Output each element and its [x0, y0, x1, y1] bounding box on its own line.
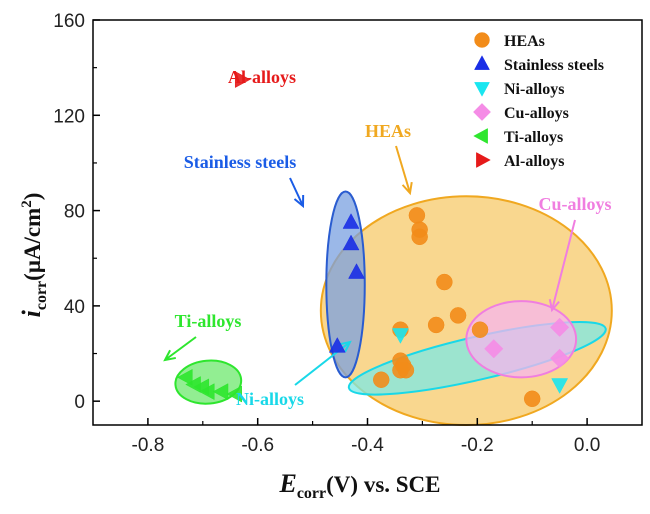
- y-tick-label: 0: [74, 392, 85, 413]
- legend-marker-al-alloys: [476, 152, 491, 168]
- tick-labels: -0.8 -0.6 -0.4 -0.2 0.0 0 40 80 120 160: [53, 11, 600, 456]
- x-axis-title-rest: (V) vs. SCE: [326, 472, 440, 497]
- y-axis-title-sub: corr: [33, 281, 50, 310]
- x-axis-title: Ecorr(V) vs. SCE: [278, 469, 440, 502]
- annotation-arrowhead-ti-alloys: [163, 349, 176, 362]
- stainless-steels-point: [328, 337, 346, 353]
- y-axis-title-rest: (μA/cm: [20, 208, 45, 281]
- annotation-ni-alloys: Ni-alloys: [236, 389, 304, 409]
- y-axis-title: icorr(μA/cm2): [17, 193, 50, 318]
- heas-point: [397, 361, 415, 379]
- cu-alloys-point: [484, 339, 504, 359]
- legend-marker-ni-alloys: [474, 82, 490, 97]
- ti-alloys-point: [212, 383, 229, 401]
- x-tick-label: -0.6: [241, 435, 274, 456]
- y-tick-label: 80: [64, 202, 85, 223]
- y-tick-label: 120: [53, 106, 85, 127]
- heas-point: [523, 390, 541, 408]
- data-points: [177, 71, 570, 408]
- legend-label-ni-alloys: Ni-alloys: [504, 81, 564, 98]
- x-axis-title-main: E: [278, 469, 296, 498]
- x-tick-label: -0.2: [461, 435, 494, 456]
- region-stainless-steels: [325, 190, 366, 379]
- stainless-steels-point: [342, 213, 360, 229]
- ti-alloys-point: [177, 368, 193, 386]
- y-axis-title-sup: 2: [19, 200, 35, 208]
- cu-alloys-point: [550, 317, 570, 337]
- y-tick-label: 160: [53, 11, 85, 32]
- annotation-stainless-steels: Stainless steels: [184, 152, 297, 172]
- x-tick-label: -0.4: [351, 435, 384, 456]
- legend-label-ti-alloys: Ti-alloys: [504, 129, 563, 146]
- annotation-arrows: [163, 145, 576, 386]
- heas-point: [372, 371, 390, 388]
- annotation-cu-alloys: Cu-alloys: [538, 194, 611, 214]
- y-axis-title-close: ): [20, 193, 45, 201]
- heas-point: [427, 316, 445, 334]
- heas-point: [471, 321, 489, 338]
- annotation-arrow-heas: [395, 145, 411, 194]
- legend-marker-cu-alloys: [473, 103, 491, 121]
- annotation-arrowhead-heas: [401, 181, 413, 196]
- stainless-steels-point: [342, 234, 360, 251]
- x-tick-label: 0.0: [574, 435, 600, 456]
- legend-marker-stainless-steels: [474, 55, 490, 70]
- heas-point: [436, 273, 453, 291]
- legend-label-al-alloys: Al-alloys: [504, 153, 564, 170]
- legend-label-cu-alloys: Cu-alloys: [504, 105, 569, 122]
- annotation-ti-alloys: Ti-alloys: [175, 311, 242, 331]
- annotation-al-alloys: Al-alloys: [228, 67, 296, 87]
- annotation-labels: Al-alloys Stainless steels HEAs Cu-alloys Ti…: [175, 67, 612, 409]
- legend-marker-heas: [474, 32, 490, 48]
- annotation-arrow-cu-alloys: [551, 219, 576, 311]
- al-alloys-point: [234, 71, 251, 88]
- x-axis-title-sub: corr: [297, 485, 326, 502]
- annotation-arrowhead-stainless-steels: [293, 194, 305, 209]
- legend-marker-ti-alloys: [473, 128, 488, 144]
- ti-alloys-point: [226, 385, 242, 403]
- annotation-arrowhead-cu-alloys: [548, 299, 560, 313]
- annotation-heas: HEAs: [365, 121, 411, 141]
- x-tick-label: -0.8: [132, 435, 165, 456]
- annotation-arrowhead-ni-alloys: [339, 340, 352, 353]
- y-tick-label: 40: [64, 297, 85, 318]
- annotation-arrow-stainless-steels: [289, 177, 304, 207]
- annotation-arrow-ti-alloys: [164, 336, 197, 361]
- legend-label-stainless-steels: Stainless steels: [504, 57, 604, 74]
- heas-point: [408, 207, 426, 224]
- heas-point: [449, 307, 467, 324]
- legend: HEAs Stainless steels Ni-alloys Cu-alloys Ti…: [473, 32, 604, 170]
- y-axis-title-main: i: [17, 309, 46, 317]
- ni-alloys-point: [551, 378, 569, 394]
- stainless-steels-point: [348, 263, 365, 279]
- heas-point: [411, 228, 428, 246]
- plot-frame: [92, 19, 643, 426]
- ni-alloys-point: [392, 328, 409, 344]
- legend-label-heas: HEAs: [504, 33, 545, 50]
- cu-alloys-point: [550, 348, 570, 368]
